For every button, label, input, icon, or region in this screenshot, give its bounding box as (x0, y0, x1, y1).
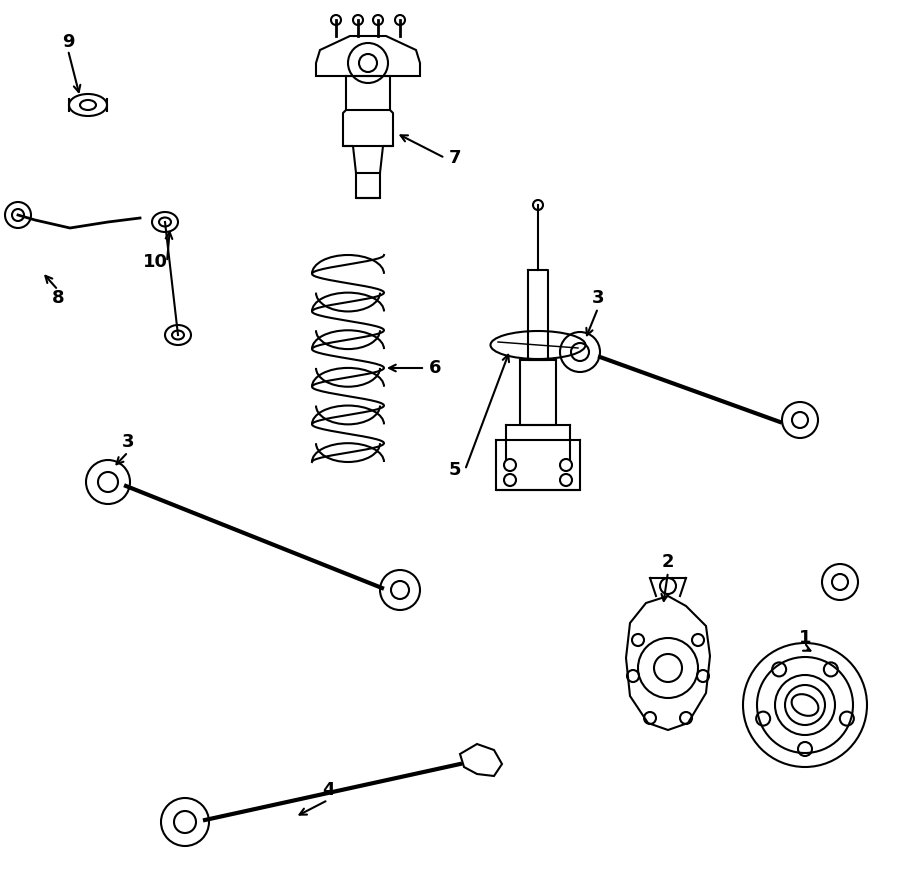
Text: 3: 3 (592, 289, 604, 307)
Text: 7: 7 (449, 149, 461, 167)
Text: 4: 4 (322, 781, 334, 799)
Text: 6: 6 (428, 359, 441, 377)
Text: 8: 8 (51, 289, 64, 307)
Text: 2: 2 (662, 553, 674, 571)
Text: 1: 1 (799, 629, 811, 647)
Text: 3: 3 (122, 433, 134, 451)
Text: 9: 9 (62, 33, 74, 51)
Text: 5: 5 (449, 461, 461, 479)
Text: 10: 10 (142, 253, 167, 271)
